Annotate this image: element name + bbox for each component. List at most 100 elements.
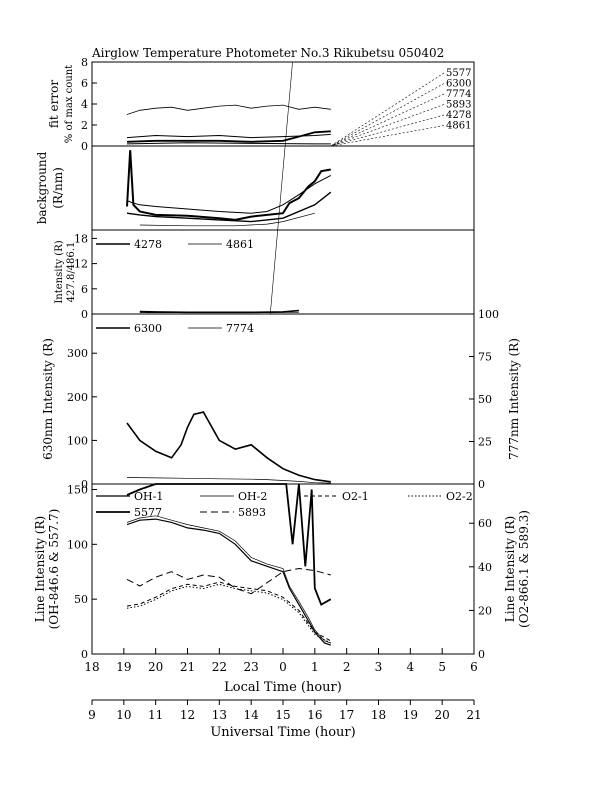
line-ylabel-right-2: (O2-866.1 & 589.3) [517, 510, 531, 628]
x-tick-label: 19 [116, 660, 131, 674]
legend-label-4278: 4278 [134, 238, 162, 251]
bg-ylabel-1: background [35, 151, 49, 224]
legend-label-4861: 4861 [226, 238, 254, 251]
x-tick-label: 0 [279, 660, 287, 674]
y-tick-label: 100 [67, 538, 88, 551]
series-5893 [126, 567, 331, 595]
x-tick-label: 5 [438, 660, 446, 674]
legend-label-5893: 5893 [238, 506, 266, 519]
y-tick-label: 150 [67, 483, 88, 496]
ut-tick-label: 13 [212, 708, 227, 722]
y-tick-right-label: 25 [478, 436, 492, 449]
legend-label-6300: 6300 [134, 322, 162, 335]
y-tick-right-label: 20 [478, 604, 492, 617]
series-fit-a [126, 104, 331, 115]
series-OH-2 [126, 515, 331, 644]
ut-tick-label: 17 [339, 708, 354, 722]
y-tick-label: 12 [74, 258, 88, 271]
series-OH-1 [126, 518, 331, 646]
ut-tick-label: 14 [244, 708, 260, 722]
y-tick-right-label: 0 [478, 478, 485, 491]
right-label-4278: 4278 [446, 110, 471, 121]
right-label-6300: 6300 [446, 79, 471, 90]
blue-ylabel-2: 427.8/486.1 [66, 242, 77, 303]
line-ylabel-1: Line Intensity (R) [33, 516, 47, 622]
series-bg-a [126, 150, 331, 221]
panel-frames [91, 61, 475, 655]
ut-tick-label: 18 [371, 708, 386, 722]
y-tick-right-label: 100 [478, 308, 499, 321]
guide-line [269, 61, 293, 315]
x-tick-label: 1 [311, 660, 319, 674]
curves [126, 61, 332, 646]
ut-tick-label: 21 [466, 708, 481, 722]
legends: 4278 4861 6300 7774 OH-1 OH-2 O2-1 O2-2 5577 5893 [96, 238, 473, 519]
leader-line [330, 104, 445, 147]
legend-label-O2-1: O2-1 [342, 490, 369, 503]
legend-label-OH-1: OH-1 [134, 490, 163, 503]
y-tick-label: 50 [74, 593, 88, 606]
series-O2-2 [126, 583, 332, 644]
x-tick-label: 20 [148, 660, 163, 674]
x-tick-label: 3 [375, 660, 383, 674]
right-label-7774: 7774 [446, 89, 471, 100]
x-tick-label: 4 [407, 660, 415, 674]
ut-tick-label: 9 [88, 708, 96, 722]
legend-label-O2-2: O2-2 [446, 490, 473, 503]
y-tick-label: 6 [81, 77, 88, 90]
leader-line [330, 72, 445, 147]
series-4278 [139, 309, 299, 314]
y-tick-right-label: 50 [478, 393, 492, 406]
x-tick-label: 6 [470, 660, 478, 674]
chart-title: Airglow Temperature Photometer No.3 Riku… [91, 46, 444, 60]
y-tick-label: 100 [67, 434, 88, 447]
y-tick-right-label: 0 [478, 648, 485, 661]
y-tick-label: 0 [81, 478, 88, 491]
leader-line [330, 83, 445, 147]
leader-line [330, 93, 445, 147]
blue-ylabel-1: Intensity (R) [54, 240, 65, 303]
series-fit-b [126, 133, 331, 139]
series-bg-c [126, 191, 332, 223]
ticks: 18 19 20 21 22 23 0 1 2 3 4 5 69 10 11 12 13 14 15 16 17 18 19… [67, 56, 499, 722]
y-tick-label: 8 [81, 56, 88, 69]
ut-tick-label: 15 [275, 708, 290, 722]
y-tick-label: 200 [67, 391, 88, 404]
series-bg-b [126, 174, 332, 214]
ut-tick-label: 11 [148, 708, 163, 722]
series-fit-d [126, 142, 331, 145]
leader-line [330, 125, 445, 147]
red-intensity-frame [91, 313, 475, 485]
legend-label-5577: 5577 [134, 506, 162, 519]
y-tick-label: 300 [67, 347, 88, 360]
right-label-5577: 5577 [446, 68, 471, 79]
series-fit-c [126, 130, 331, 143]
bg-ylabel-2: (R/nm) [51, 167, 65, 209]
right-label-5893: 5893 [446, 100, 471, 111]
y-tick-right-label: 40 [478, 561, 492, 574]
y-tick-right-label: 60 [478, 517, 492, 530]
series-bg-d [139, 212, 315, 227]
y-tick-label: 0 [81, 308, 88, 321]
y-tick-label: 18 [74, 232, 88, 245]
line-ylabel-2: (OH-846.6 & 557.7) [47, 509, 61, 630]
y-tick-label: 0 [81, 648, 88, 661]
ut-tick-label: 16 [307, 708, 322, 722]
series-O2-1 [126, 581, 332, 642]
red-ylabel-right: 777nm Intensity (R) [507, 338, 521, 460]
ut-label: Universal Time (hour) [210, 725, 355, 740]
ut-tick-label: 12 [180, 708, 195, 722]
right-label-4861: 4861 [446, 121, 471, 132]
series-5577 [126, 483, 332, 606]
y-tick-label: 0 [81, 140, 88, 153]
series-6300 [126, 411, 331, 483]
x-tick-label: 2 [343, 660, 351, 674]
ut-tick-label: 19 [403, 708, 418, 722]
ut-tick-label: 20 [435, 708, 450, 722]
y-tick-right-label: 75 [478, 351, 492, 364]
legend-label-OH-2: OH-2 [238, 490, 267, 503]
y-tick-label: 4 [81, 98, 88, 111]
background-frame [91, 145, 475, 231]
